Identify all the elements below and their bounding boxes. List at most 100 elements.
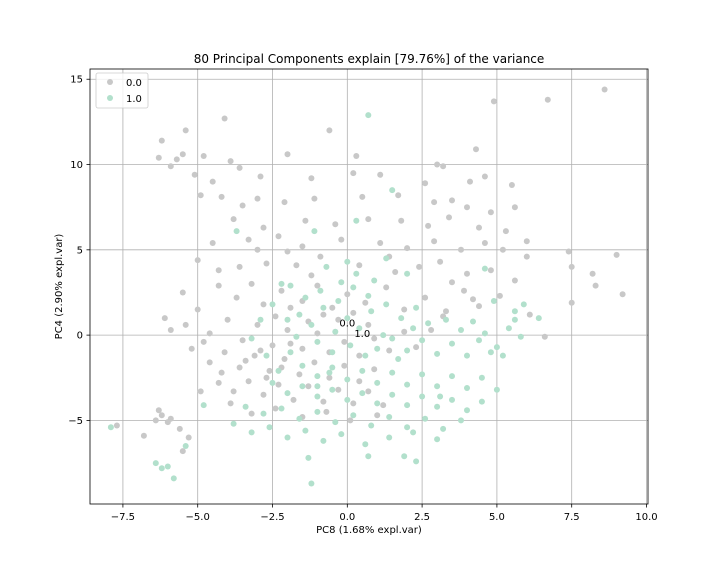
data-point-series-1 <box>389 187 396 194</box>
data-point-series-1 <box>386 434 393 441</box>
x-axis-label: PC8 (1.68% expl.var) <box>316 525 422 536</box>
data-point-series-0 <box>458 246 464 253</box>
data-point-series-1 <box>233 228 240 235</box>
data-point-series-0 <box>302 217 309 224</box>
data-point-series-0 <box>269 342 276 349</box>
data-point-series-1 <box>490 298 497 304</box>
data-point-series-0 <box>239 337 246 344</box>
data-point-series-0 <box>490 98 497 105</box>
data-point-series-1 <box>338 279 345 286</box>
data-point-series-0 <box>281 199 288 206</box>
data-point-series-1 <box>287 349 294 356</box>
data-point-series-0 <box>359 193 366 200</box>
data-point-series-1 <box>200 402 207 409</box>
data-point-series-0 <box>365 321 372 328</box>
data-point-series-0 <box>272 313 279 320</box>
data-point-series-0 <box>350 309 357 316</box>
data-point-series-1 <box>449 340 455 347</box>
y-tick-label: 15 <box>70 75 83 86</box>
data-point-series-1 <box>410 429 417 436</box>
data-point-series-1 <box>404 381 411 388</box>
data-point-series-0 <box>227 400 234 407</box>
data-point-series-0 <box>341 338 348 345</box>
data-point-series-0 <box>248 280 255 287</box>
data-point-series-0 <box>215 379 222 386</box>
data-point-series-0 <box>449 279 455 286</box>
data-point-series-1 <box>359 390 366 397</box>
data-point-series-0 <box>284 248 291 255</box>
data-point-series-0 <box>113 422 120 429</box>
data-point-series-0 <box>308 272 315 279</box>
data-point-series-1 <box>320 437 327 444</box>
y-tick-label: 0 <box>77 331 83 342</box>
data-point-series-0 <box>431 238 438 245</box>
data-point-series-0 <box>182 127 189 134</box>
data-point-series-0 <box>461 287 467 294</box>
data-point-series-1 <box>164 463 171 470</box>
data-point-series-0 <box>356 352 363 359</box>
data-point-series-0 <box>224 316 231 323</box>
plot-frame <box>89 68 649 505</box>
data-point-series-1 <box>311 228 318 235</box>
data-point-series-0 <box>206 330 213 337</box>
data-point-series-0 <box>257 347 264 354</box>
data-point-series-1 <box>284 390 291 397</box>
data-point-series-1 <box>296 415 303 422</box>
data-point-series-0 <box>251 352 258 359</box>
data-point-series-1 <box>158 465 165 472</box>
data-point-series-0 <box>338 236 345 243</box>
data-point-series-1 <box>284 316 291 323</box>
data-point-series-1 <box>419 371 426 378</box>
data-point-series-0 <box>254 246 261 253</box>
data-point-series-0 <box>568 299 575 306</box>
data-point-series-1 <box>464 407 470 414</box>
data-point-series-0 <box>446 214 452 221</box>
data-point-series-1 <box>493 386 500 393</box>
data-point-series-0 <box>194 306 201 313</box>
data-point-series-0 <box>496 292 503 299</box>
x-axis-ticks: −7.5 −5.0 −2.5 0.0 2.5 5.0 7.5 10.0 <box>111 504 658 523</box>
data-point-series-0 <box>541 333 548 340</box>
data-point-series-0 <box>443 308 449 315</box>
data-point-series-1 <box>481 265 488 272</box>
data-point-series-1 <box>332 328 339 335</box>
y-tick-label: 10 <box>70 160 83 171</box>
data-point-series-1 <box>344 396 351 403</box>
data-point-series-0 <box>341 362 348 369</box>
data-point-series-1 <box>413 458 420 465</box>
data-point-series-0 <box>200 153 207 159</box>
x-tick-label: 7.5 <box>564 512 580 523</box>
data-point-series-0 <box>266 367 273 374</box>
data-point-series-0 <box>613 251 620 258</box>
data-point-series-0 <box>487 267 494 274</box>
data-point-series-1 <box>434 403 441 410</box>
data-point-series-0 <box>140 432 147 439</box>
data-point-series-0 <box>179 289 186 296</box>
data-point-series-0 <box>380 402 387 409</box>
data-point-series-0 <box>308 175 315 182</box>
data-point-series-0 <box>233 294 240 301</box>
data-point-series-0 <box>182 321 189 328</box>
data-point-series-1 <box>344 315 351 322</box>
data-point-series-0 <box>335 386 342 393</box>
data-point-series-1 <box>266 424 273 431</box>
data-point-series-0 <box>356 262 363 269</box>
legend-marker-0 <box>107 79 113 85</box>
data-point-series-0 <box>314 330 321 337</box>
data-point-series-1 <box>308 321 315 328</box>
data-point-series-1 <box>326 369 333 376</box>
data-point-series-0 <box>476 303 482 310</box>
data-point-series-0 <box>287 304 294 311</box>
data-point-series-1 <box>487 349 494 356</box>
data-point-series-1 <box>440 425 447 432</box>
data-point-series-1 <box>329 349 336 356</box>
data-point-series-0 <box>326 127 333 134</box>
data-point-series-0 <box>428 327 435 333</box>
data-point-series-1 <box>464 352 470 359</box>
data-point-series-0 <box>167 327 174 333</box>
data-point-series-0 <box>374 412 381 419</box>
data-point-series-0 <box>260 224 267 231</box>
data-point-series-1 <box>314 408 321 415</box>
data-point-series-0 <box>425 222 432 229</box>
